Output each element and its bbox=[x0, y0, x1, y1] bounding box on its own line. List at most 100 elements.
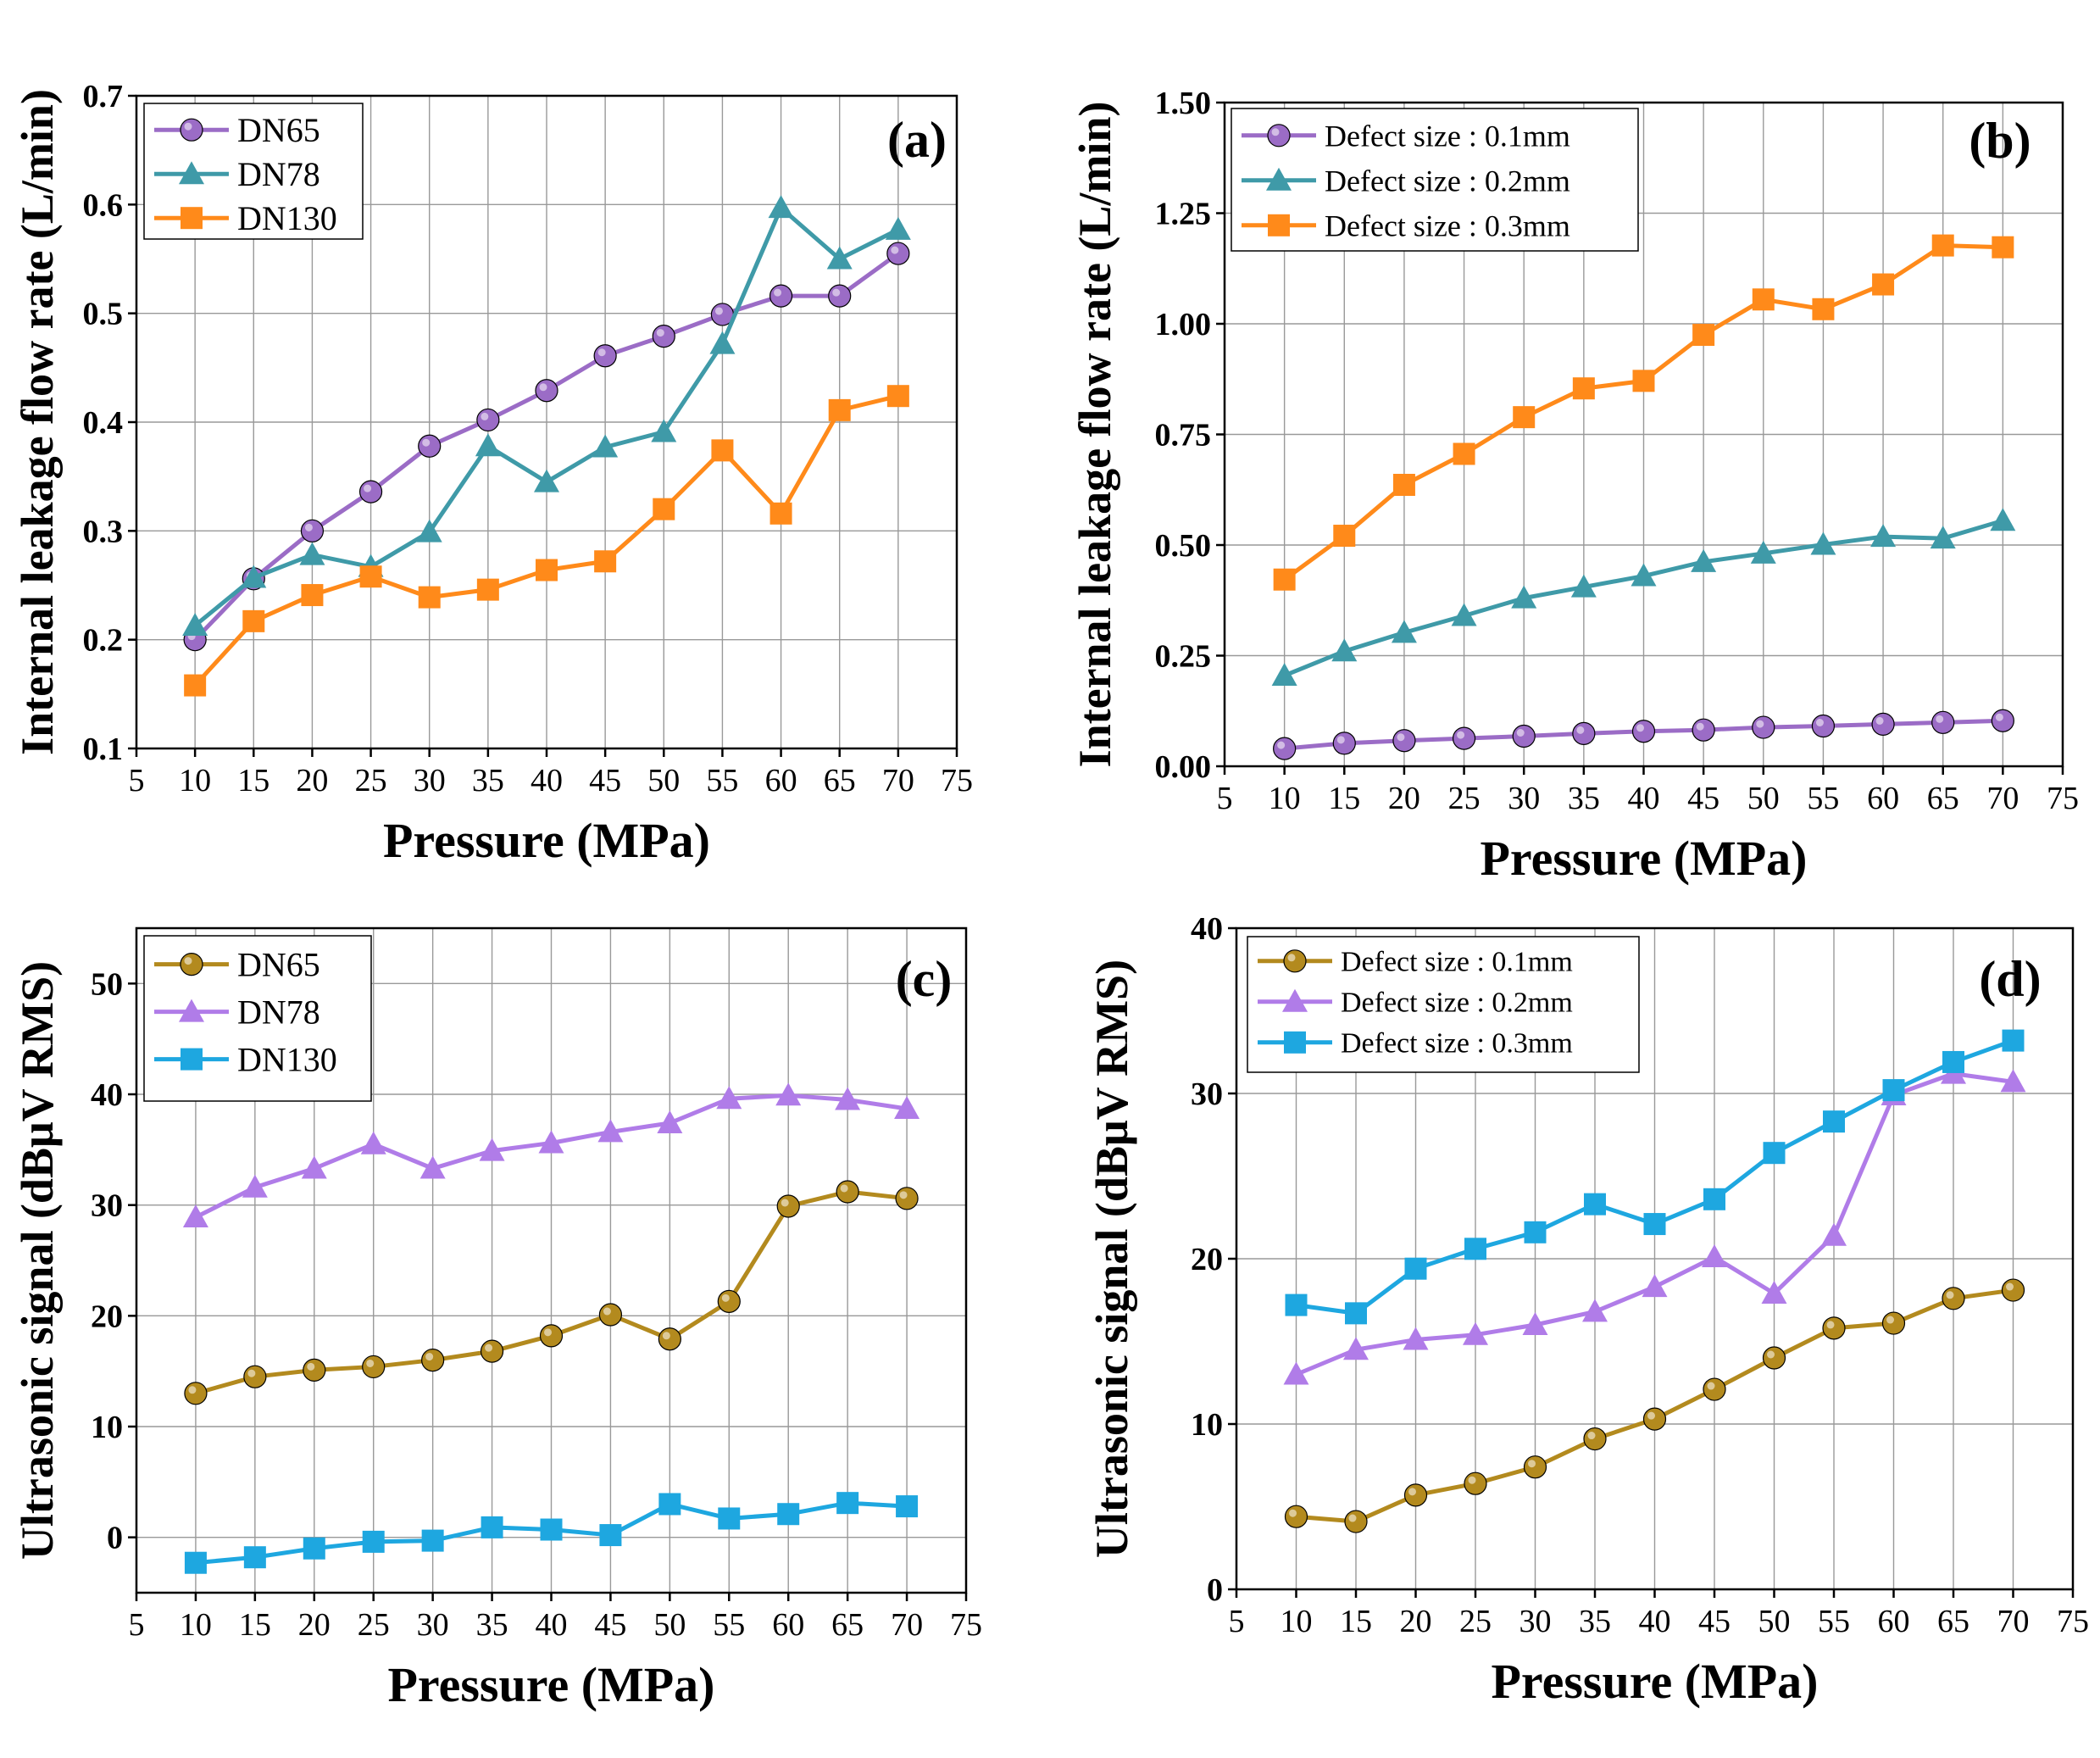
x-tick-label: 55 bbox=[706, 763, 738, 798]
data-point-highlight bbox=[1767, 1350, 1775, 1359]
data-point bbox=[1343, 1337, 1369, 1360]
x-tick-label: 50 bbox=[647, 763, 680, 798]
data-point bbox=[182, 1204, 208, 1228]
data-point-highlight bbox=[774, 288, 782, 297]
data-point bbox=[1403, 1483, 1428, 1507]
legend-marker-highlight bbox=[1271, 128, 1280, 136]
data-point bbox=[362, 1530, 385, 1553]
data-point-highlight bbox=[1647, 1411, 1655, 1420]
x-tick-label: 25 bbox=[358, 1607, 390, 1643]
x-tick-label: 10 bbox=[1281, 1604, 1313, 1639]
data-point-highlight bbox=[2006, 1282, 2014, 1291]
x-tick-label: 75 bbox=[2057, 1604, 2089, 1639]
data-point-highlight bbox=[840, 1184, 848, 1193]
x-tick-label: 70 bbox=[1997, 1604, 2030, 1639]
x-tick-label: 30 bbox=[417, 1607, 449, 1643]
data-point bbox=[359, 565, 382, 588]
data-point bbox=[1391, 620, 1417, 643]
data-point-highlight bbox=[425, 1353, 434, 1361]
data-point bbox=[592, 434, 619, 458]
legend-label: Defect size : 0.2mm bbox=[1341, 987, 1573, 1019]
data-point bbox=[1882, 1079, 1905, 1102]
x-tick-label: 20 bbox=[1400, 1604, 1432, 1639]
data-point bbox=[828, 284, 852, 308]
legend-label: DN130 bbox=[237, 1041, 337, 1079]
data-point bbox=[1762, 1346, 1786, 1370]
x-tick-label: 70 bbox=[891, 1607, 923, 1643]
data-point bbox=[1752, 715, 1775, 739]
data-point bbox=[1344, 1510, 1368, 1533]
data-point bbox=[540, 1518, 563, 1541]
data-point-highlight bbox=[891, 246, 899, 254]
data-point-highlight bbox=[304, 523, 313, 531]
data-point bbox=[358, 480, 383, 503]
data-point bbox=[242, 609, 265, 632]
y-tick-label: 0.1 bbox=[83, 732, 124, 767]
data-point bbox=[418, 434, 442, 458]
data-point bbox=[777, 1503, 800, 1526]
data-point bbox=[1752, 288, 1775, 311]
data-point bbox=[242, 1174, 268, 1198]
y-tick-label: 10 bbox=[1191, 1407, 1223, 1443]
y-tick-label: 0.3 bbox=[83, 514, 124, 549]
x-tick-label: 5 bbox=[1217, 781, 1233, 816]
data-point bbox=[1692, 718, 1715, 742]
legend-marker bbox=[1268, 214, 1290, 236]
x-tick-label: 25 bbox=[355, 763, 387, 798]
data-point-highlight bbox=[1576, 726, 1585, 734]
data-point bbox=[836, 1492, 859, 1515]
x-tick-label: 15 bbox=[239, 1607, 271, 1643]
data-point bbox=[1273, 737, 1297, 760]
data-point-highlight bbox=[1516, 729, 1525, 737]
y-tick-label: 0.4 bbox=[83, 405, 124, 441]
legend-label: DN65 bbox=[237, 111, 320, 149]
data-point bbox=[1451, 603, 1477, 626]
x-tick-label: 40 bbox=[1639, 1604, 1671, 1639]
data-point bbox=[1632, 370, 1655, 392]
data-point-highlight bbox=[656, 329, 664, 337]
data-point bbox=[1931, 710, 1955, 734]
x-tick-label: 5 bbox=[129, 763, 145, 798]
x-tick-label: 70 bbox=[882, 763, 914, 798]
data-point-highlight bbox=[1875, 716, 1884, 725]
panel-a: 5 10 15 20 25 30 35 40 45 50 55 60 65 70 75 0.1 0.2 0.3 0.… bbox=[12, 79, 973, 868]
legend-marker-highlight bbox=[1287, 954, 1296, 962]
x-tick-label: 20 bbox=[298, 1607, 331, 1643]
x-tick-label: 65 bbox=[1927, 781, 1959, 816]
data-point bbox=[538, 1130, 564, 1154]
x-tick-label: 60 bbox=[765, 763, 797, 798]
y-tick-label: 20 bbox=[1191, 1242, 1223, 1277]
x-tick-label: 35 bbox=[1579, 1604, 1611, 1639]
legend-marker bbox=[181, 207, 203, 230]
data-point-highlight bbox=[364, 484, 372, 492]
data-point-highlight bbox=[1936, 715, 1944, 723]
data-point bbox=[299, 542, 325, 565]
x-tick-label: 45 bbox=[589, 763, 621, 798]
series-defect-size-0-1mm bbox=[1284, 1278, 2025, 1533]
data-point bbox=[1872, 273, 1895, 296]
data-point bbox=[184, 1382, 208, 1405]
panel-d: 5 10 15 20 25 30 35 40 45 50 55 60 65 70 75 0 10 20 30 40 Pr… bbox=[1086, 911, 2089, 1709]
legend-label: Defect size : 0.2mm bbox=[1325, 164, 1570, 197]
y-tick-label: 20 bbox=[91, 1299, 123, 1334]
data-point bbox=[1570, 574, 1597, 598]
data-point-highlight bbox=[366, 1359, 375, 1367]
data-point bbox=[300, 519, 325, 542]
data-point bbox=[769, 284, 793, 308]
legend-marker bbox=[179, 999, 204, 1022]
data-point bbox=[836, 1180, 859, 1204]
y-tick-label: 1.25 bbox=[1155, 197, 1212, 232]
data-point bbox=[301, 1155, 327, 1179]
data-point bbox=[419, 1155, 446, 1179]
data-point bbox=[1511, 585, 1537, 609]
data-point bbox=[1572, 377, 1595, 400]
data-point bbox=[1703, 1188, 1725, 1210]
data-point-highlight bbox=[1457, 731, 1465, 739]
x-tick-label: 30 bbox=[1519, 1604, 1552, 1639]
y-tick-label: 1.00 bbox=[1155, 307, 1212, 342]
x-tick-label: 75 bbox=[950, 1607, 982, 1643]
x-tick-label: 70 bbox=[1986, 781, 2019, 816]
data-point bbox=[1284, 1505, 1308, 1528]
data-point bbox=[1871, 712, 1895, 737]
y-tick-label: 50 bbox=[91, 966, 123, 1002]
